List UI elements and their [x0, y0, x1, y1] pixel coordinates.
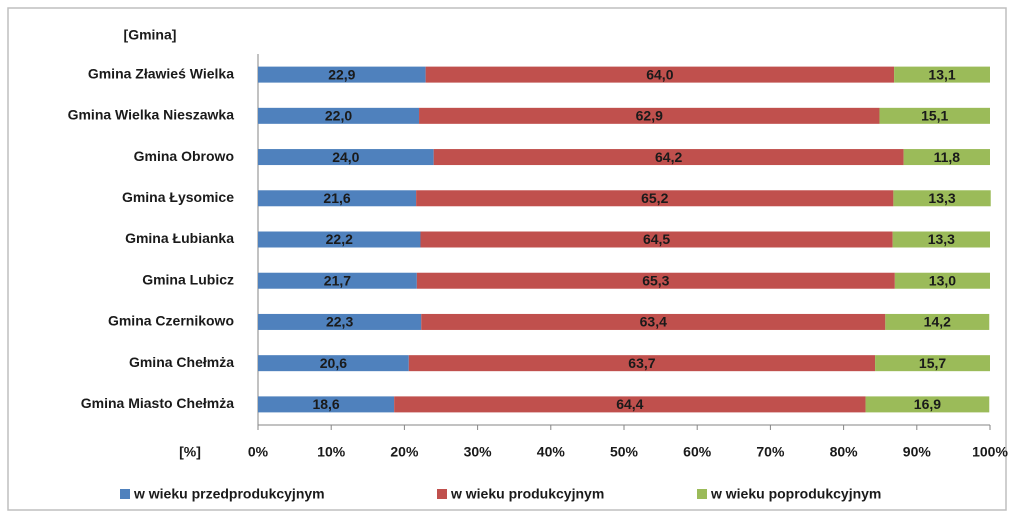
y-tick-label: Gmina Czernikowo — [108, 313, 234, 329]
legend-swatch — [437, 489, 447, 499]
legend-swatch — [697, 489, 707, 499]
x-tick-label: 90% — [903, 444, 932, 460]
bar-segment — [408, 355, 876, 372]
bar-segment — [258, 396, 395, 413]
data-label: 22,3 — [326, 314, 353, 330]
bar-segment — [258, 66, 426, 83]
bar-segment — [394, 396, 866, 413]
x-tick-label: 60% — [683, 444, 712, 460]
data-label: 64,0 — [646, 66, 673, 82]
data-label: 11,8 — [934, 149, 961, 165]
data-label: 18,6 — [312, 396, 339, 412]
x-axis-title: [%] — [179, 444, 201, 460]
data-label: 64,5 — [643, 231, 670, 247]
data-label: 14,2 — [924, 314, 951, 330]
data-label: 16,9 — [914, 396, 941, 412]
data-label: 62,9 — [636, 108, 663, 124]
x-tick-label: 80% — [830, 444, 859, 460]
data-label: 21,7 — [324, 272, 351, 288]
y-tick-label: Gmina Wielka Nieszawka — [68, 107, 235, 123]
x-tick-label: 50% — [610, 444, 639, 460]
bar-segment — [416, 190, 894, 207]
y-tick-label: Gmina Lubicz — [142, 271, 234, 287]
data-label: 15,1 — [921, 108, 948, 124]
bar-segment — [893, 190, 991, 207]
data-label: 15,7 — [919, 355, 946, 371]
data-label: 63,4 — [640, 314, 667, 330]
x-tick-label: 40% — [537, 444, 566, 460]
x-tick-label: 10% — [317, 444, 346, 460]
data-label: 13,0 — [929, 272, 956, 288]
y-tick-label: Gmina Łysomice — [122, 189, 234, 205]
bar-segment — [879, 107, 990, 124]
bar-segment — [420, 231, 893, 248]
bar-segment — [892, 231, 990, 248]
bar-segment — [258, 107, 420, 124]
y-tick-label: Gmina Obrowo — [134, 148, 234, 164]
y-tick-label: Gmina Chełmża — [129, 354, 234, 370]
data-label: 22,2 — [326, 231, 353, 247]
legend-label: w wieku poprodukcyjnym — [710, 486, 881, 502]
bar-segment — [433, 149, 904, 166]
data-label: 13,3 — [928, 190, 955, 206]
x-tick-label: 20% — [390, 444, 419, 460]
y-tick-label: Gmina Łubianka — [125, 230, 234, 246]
bar-segment — [903, 149, 990, 166]
data-label: 65,3 — [642, 272, 669, 288]
x-tick-label: 0% — [248, 444, 269, 460]
data-label: 21,6 — [323, 190, 350, 206]
y-axis-title: [Gmina] — [124, 27, 177, 43]
data-label: 20,6 — [320, 355, 347, 371]
bar-segment — [894, 66, 990, 83]
legend-label: w wieku przedprodukcyjnym — [133, 486, 325, 502]
data-label: 65,2 — [641, 190, 668, 206]
bar-segment — [419, 107, 880, 124]
data-label: 22,0 — [325, 108, 352, 124]
data-label: 22,9 — [328, 66, 355, 82]
bar-segment — [258, 190, 417, 207]
bar-segment — [421, 313, 886, 330]
bar-segment — [258, 272, 417, 289]
data-label: 63,7 — [628, 355, 655, 371]
legend-label: w wieku produkcyjnym — [450, 486, 604, 502]
data-label: 13,1 — [928, 66, 955, 82]
bar-segment — [865, 396, 990, 413]
bar-segment — [258, 231, 421, 248]
bar-segment — [894, 272, 990, 289]
x-tick-label: 100% — [972, 444, 1008, 460]
y-tick-label: Gmina Miasto Chełmża — [81, 395, 234, 411]
x-tick-label: 30% — [464, 444, 493, 460]
data-label: 64,4 — [616, 396, 643, 412]
chart-frame — [7, 7, 1007, 511]
bar-segment — [875, 355, 990, 372]
data-label: 13,3 — [928, 231, 955, 247]
legend-swatch — [120, 489, 130, 499]
data-label: 64,2 — [655, 149, 682, 165]
bar-segment — [425, 66, 895, 83]
x-tick-label: 70% — [756, 444, 785, 460]
y-tick-label: Gmina Zławieś Wielka — [88, 65, 234, 81]
bar-segment — [258, 149, 434, 166]
bar-segment — [258, 313, 422, 330]
bar-segment — [885, 313, 990, 330]
bar-segment — [258, 355, 409, 372]
bar-segment — [416, 272, 895, 289]
data-label: 24,0 — [332, 149, 359, 165]
